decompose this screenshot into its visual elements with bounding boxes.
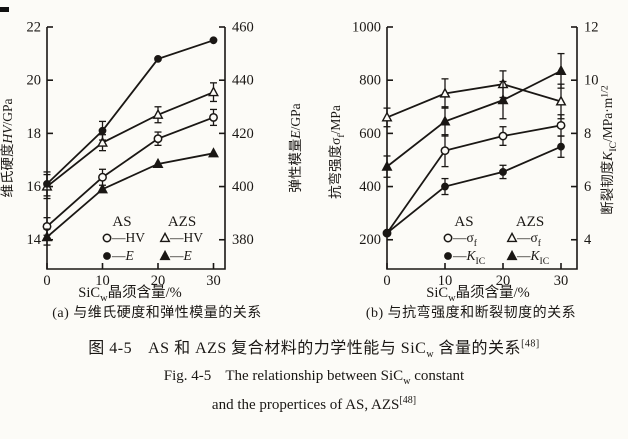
series-AZS-E (41, 147, 219, 246)
figure-caption-en-line1: Fig. 4-5 The relationship between SiCw co… (0, 368, 628, 387)
svg-text:10: 10 (438, 273, 453, 289)
svg-text:10: 10 (584, 73, 599, 89)
axes (386, 26, 578, 270)
svg-text:1000: 1000 (352, 20, 381, 36)
sicw-subscript: w (426, 349, 435, 361)
chart-b-caption-text: (b) 与抗弯强度和断裂韧度的关系 (365, 306, 577, 321)
chart-a-block: 14 16 18 20 22 380 400 420 440 460 0 10 20 30 维氏硬度HV/G… (0, 2, 314, 322)
figure-caption-en-line2: and the propertices of AS, AZS[48] (0, 395, 628, 414)
svg-text:AZS: AZS (168, 214, 196, 230)
svg-text:—KIC: —KIC (452, 248, 485, 267)
legend: AS AZS—σf —σf—KIC —KIC (443, 214, 549, 267)
series-AZS-HV (41, 82, 219, 200)
svg-text:8: 8 (584, 126, 591, 142)
svg-text:断裂韧度KIC/MPa·m1/2: 断裂韧度KIC/MPa·m1/2 (599, 85, 618, 215)
svg-text:20: 20 (151, 273, 166, 289)
series-AS-HV (42, 108, 218, 236)
svg-text:—KIC: —KIC (516, 248, 549, 267)
series-AZS-KIC (381, 52, 567, 178)
svg-text:800: 800 (359, 73, 381, 89)
reference-superscript: [48] (521, 338, 540, 350)
svg-text:—HV: —HV (169, 230, 203, 245)
figure-caption-zh-tail: 含量的关系 (434, 340, 522, 357)
sicw-subscript-en: w (403, 376, 411, 388)
svg-text:—σf: —σf (516, 230, 542, 249)
svg-text:18: 18 (27, 126, 42, 142)
axis-titles: 抗弯强度σf/MPa 断裂韧度KIC/MPa·m1/2 SiCw晶须含量/% (327, 85, 619, 302)
svg-text:6: 6 (584, 179, 591, 195)
svg-text:4: 4 (584, 232, 592, 248)
svg-text:600: 600 (359, 126, 381, 142)
series-AS-sigma-f (382, 114, 566, 238)
svg-text:AS: AS (454, 214, 473, 230)
svg-text:SiCw晶须含量/%: SiCw晶须含量/% (426, 284, 529, 302)
svg-text:—HV: —HV (111, 230, 145, 245)
svg-text:—E: —E (169, 248, 193, 263)
chart-a-caption: (a) 与维氏硬度和弹性模量的关系 (0, 302, 314, 322)
svg-text:维氏硬度HV/GPa: 维氏硬度HV/GPa (0, 98, 15, 197)
svg-text:400: 400 (232, 179, 254, 195)
figure-caption-zh-text: AS 和 AZS 复合材料的力学性能与 SiC (148, 340, 427, 357)
svg-text:—E: —E (111, 248, 135, 263)
series-AZS-sigma-f (381, 70, 567, 128)
svg-text:0: 0 (43, 273, 50, 289)
figure-charts-row: 14 16 18 20 22 380 400 420 440 460 0 10 20 30 维氏硬度HV/G… (0, 2, 628, 322)
svg-text:440: 440 (232, 73, 254, 89)
chart-b-block: 200 400 600 800 1000 4 6 8 10 12 0 10 20 30 抗弯强度σf/MPa… (314, 2, 628, 322)
svg-text:AS: AS (112, 214, 131, 230)
figure-caption-zh: 图 4-5 AS 和 AZS 复合材料的力学性能与 SiCw 含量的关系[48] (0, 334, 628, 361)
svg-text:SiCw晶须含量/%: SiCw晶须含量/% (78, 284, 181, 302)
svg-text:抗弯强度σf/MPa: 抗弯强度σf/MPa (327, 105, 347, 199)
series-AS-E (43, 36, 218, 197)
axes (46, 26, 226, 270)
svg-text:460: 460 (232, 20, 254, 36)
svg-text:弹性模量E/GPa: 弹性模量E/GPa (288, 103, 303, 192)
legend: AS AZS—HV —HV—E —E (102, 214, 203, 263)
svg-text:30: 30 (206, 273, 221, 289)
figure-number-zh: 图 4-5 (88, 340, 133, 357)
svg-text:0: 0 (383, 273, 390, 289)
figure-caption-en1-tail: constant (410, 368, 465, 385)
svg-text:30: 30 (554, 273, 569, 289)
chart-b-caption: (b) 与抗弯强度和断裂韧度的关系 (314, 302, 628, 322)
axis-tick-labels: 200 400 600 800 1000 4 6 8 10 12 0 10 20 30 (352, 20, 599, 290)
svg-text:420: 420 (232, 126, 254, 142)
svg-text:16: 16 (27, 179, 42, 195)
svg-text:10: 10 (95, 273, 110, 289)
figure-caption-en2-text: and the propertices of AS, AZS (211, 397, 400, 414)
scan-artifact-mark (0, 7, 9, 12)
chart-a-caption-text: (a) 与维氏硬度和弹性模量的关系 (52, 306, 262, 321)
svg-text:22: 22 (27, 20, 42, 36)
axis-tick-labels: 14 16 18 20 22 380 400 420 440 460 0 10 20 30 (27, 20, 254, 290)
svg-text:AZS: AZS (516, 214, 544, 230)
svg-text:20: 20 (27, 73, 42, 89)
svg-text:20: 20 (496, 273, 511, 289)
svg-text:400: 400 (359, 179, 381, 195)
axis-titles: 维氏硬度HV/GPa 弹性模量E/GPa SiCw晶须含量/% (0, 98, 303, 302)
svg-text:380: 380 (232, 232, 254, 248)
figure-caption-en1-text: The relationship between SiC (225, 368, 404, 385)
svg-text:—σf: —σf (452, 230, 478, 249)
figure-number-en: Fig. 4-5 (163, 368, 212, 385)
svg-text:200: 200 (359, 232, 381, 248)
svg-text:12: 12 (584, 20, 599, 36)
svg-text:14: 14 (27, 232, 42, 248)
series-AS-KIC (383, 135, 565, 237)
reference-superscript-en: [48] (399, 395, 417, 407)
